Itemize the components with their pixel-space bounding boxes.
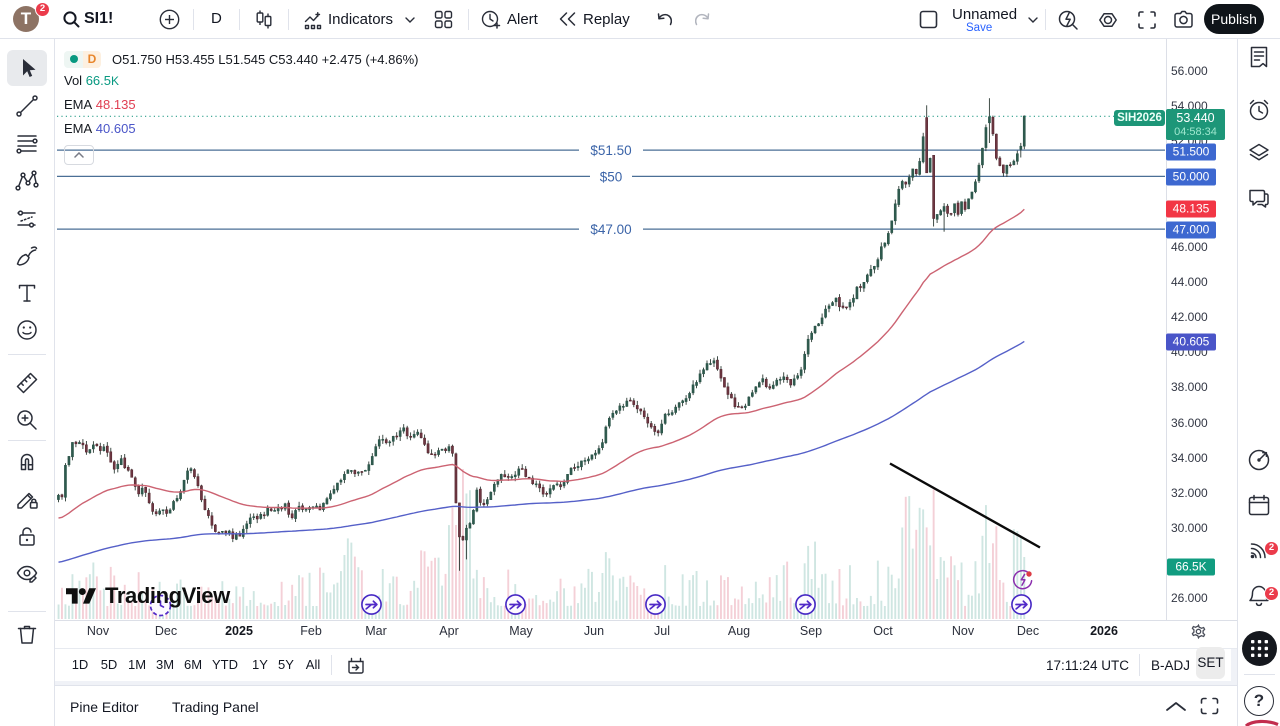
svg-text:$51.50: $51.50 — [590, 143, 631, 158]
svg-text:$50: $50 — [600, 169, 623, 184]
svg-text:$47.00: $47.00 — [590, 222, 631, 237]
